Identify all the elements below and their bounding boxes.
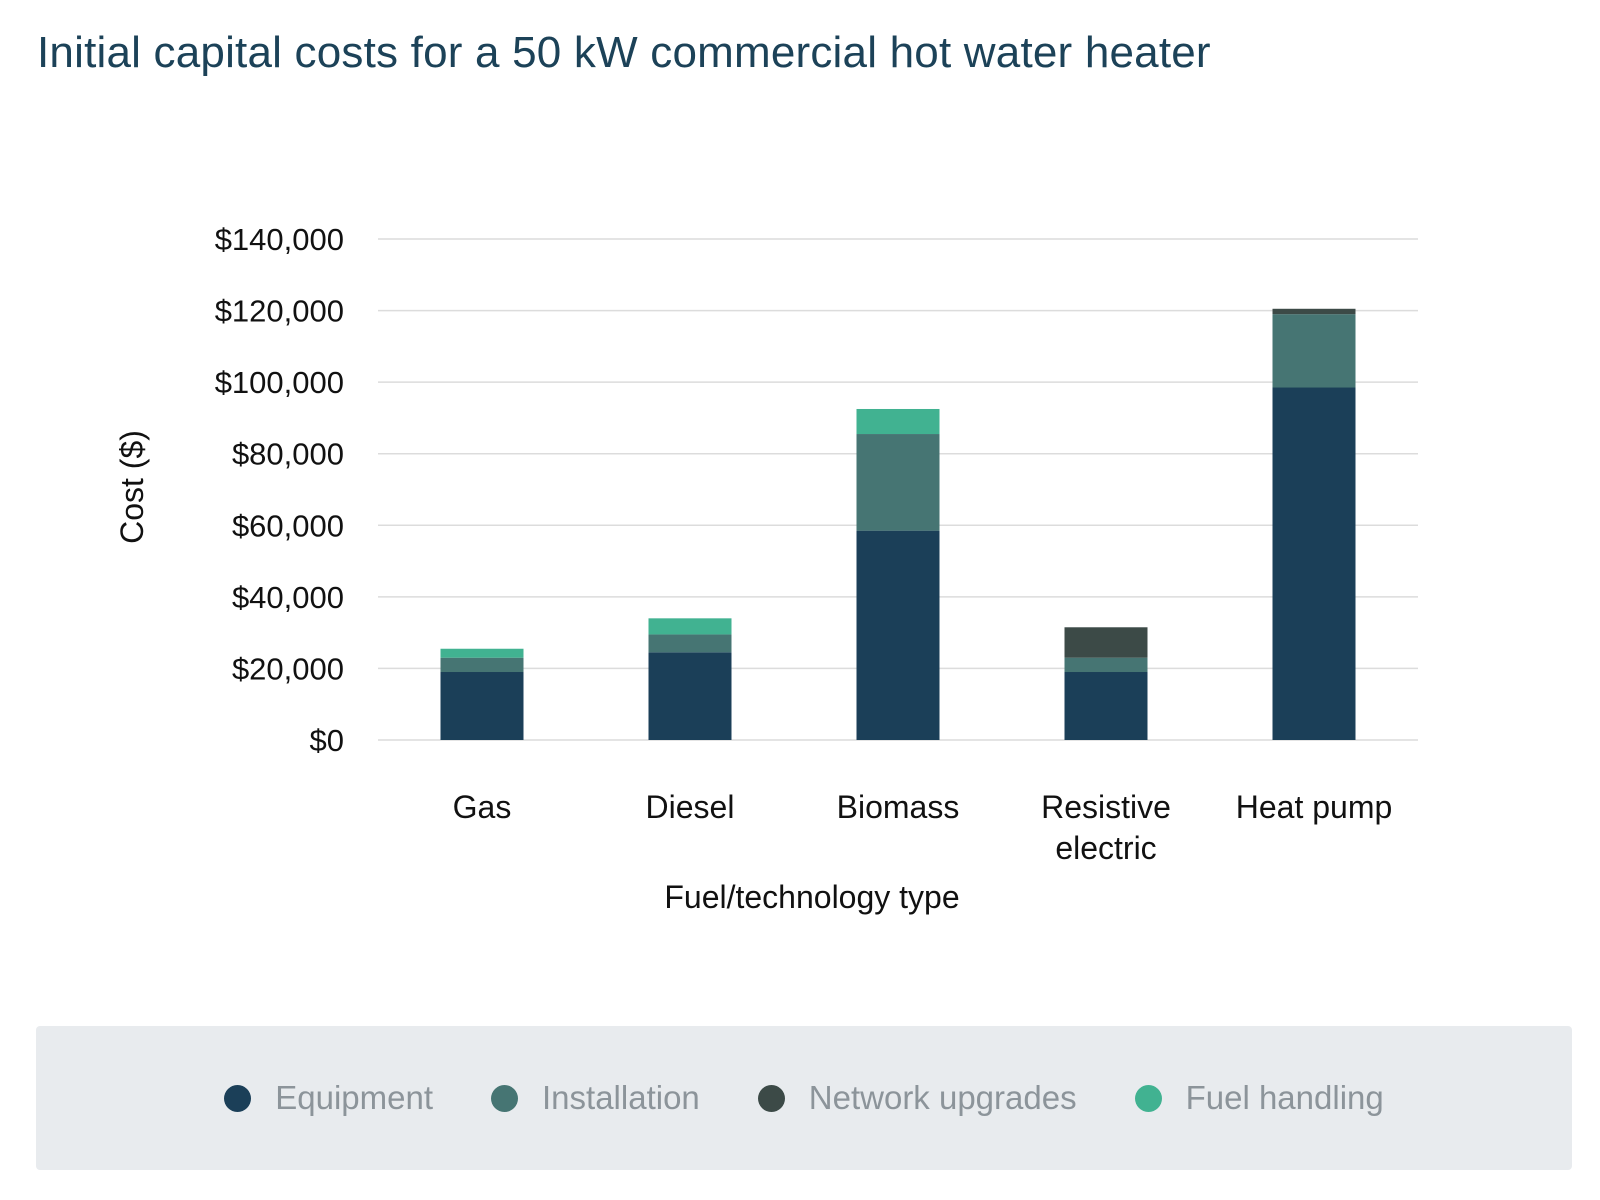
legend: Equipment Installation Network upgrades Fue… <box>36 1026 1572 1170</box>
y-tick-label: $120,000 <box>215 294 344 329</box>
legend-label: Network upgrades <box>808 1079 1077 1116</box>
bar-segment-installation <box>1272 314 1356 388</box>
bar-segment-installation <box>440 657 524 673</box>
x-tick-label: Heat pump <box>1236 789 1393 825</box>
legend-item: Installation <box>491 1079 700 1117</box>
x-tick-label: Diesel <box>646 789 735 825</box>
y-tick-label: $100,000 <box>215 365 344 400</box>
y-tick-label: $140,000 <box>215 222 344 257</box>
y-tick-label: $40,000 <box>232 580 344 615</box>
x-tick-label: Resistive electric <box>1041 789 1171 866</box>
bar-segment-equipment <box>1272 387 1356 740</box>
bar-segment-fuel-handling <box>440 648 524 658</box>
y-tick-label: $20,000 <box>232 651 344 686</box>
chart-title: Initial capital costs for a 50 kW commer… <box>37 28 1211 77</box>
bar-segment-equipment <box>648 652 732 740</box>
y-axis-ticks: $0 $20,000 $40,000 $60,000 $80,000 $100,000 $1… <box>215 222 344 758</box>
bar-segment-equipment <box>856 530 940 740</box>
y-tick-label: $60,000 <box>232 508 344 543</box>
legend-item: Network upgrades <box>757 1079 1077 1117</box>
legend-swatch <box>224 1084 252 1112</box>
bars <box>440 308 1356 740</box>
y-tick-label: $80,000 <box>232 437 344 472</box>
bar-segment-equipment <box>440 672 524 740</box>
x-tick-label: Biomass <box>837 789 960 825</box>
legend-item: Equipment <box>224 1079 433 1117</box>
bar-segment-fuel-handling <box>648 618 732 635</box>
bar-segment-fuel-handling <box>856 408 940 435</box>
legend-label: Installation <box>542 1079 700 1116</box>
bar-segment-equipment <box>1064 672 1148 740</box>
legend-label: Equipment <box>275 1079 434 1116</box>
x-axis-label: Fuel/technology type <box>664 879 959 915</box>
bar-segment-installation <box>856 434 940 531</box>
legend-label: Fuel handling <box>1185 1079 1384 1116</box>
y-tick-label: $0 <box>310 723 344 758</box>
x-tick-label: Gas <box>453 789 512 825</box>
bar-segment-installation <box>1064 657 1148 673</box>
bar-segment-network-upgrades <box>1064 627 1148 658</box>
bar-chart: $0 $20,000 $40,000 $60,000 $80,000 $100,000 $1… <box>114 222 1418 915</box>
bar-segment-network-upgrades <box>1272 308 1356 315</box>
legend-swatch <box>757 1084 785 1112</box>
x-axis-ticks: Gas Diesel Biomass Resistive electric Heat pu… <box>453 789 1393 866</box>
legend-swatch <box>491 1084 519 1112</box>
legend-item: Fuel handling <box>1134 1079 1384 1117</box>
legend-swatch <box>1134 1084 1162 1112</box>
bar-segment-installation <box>648 634 732 653</box>
y-axis-label: Cost ($) <box>114 430 150 544</box>
